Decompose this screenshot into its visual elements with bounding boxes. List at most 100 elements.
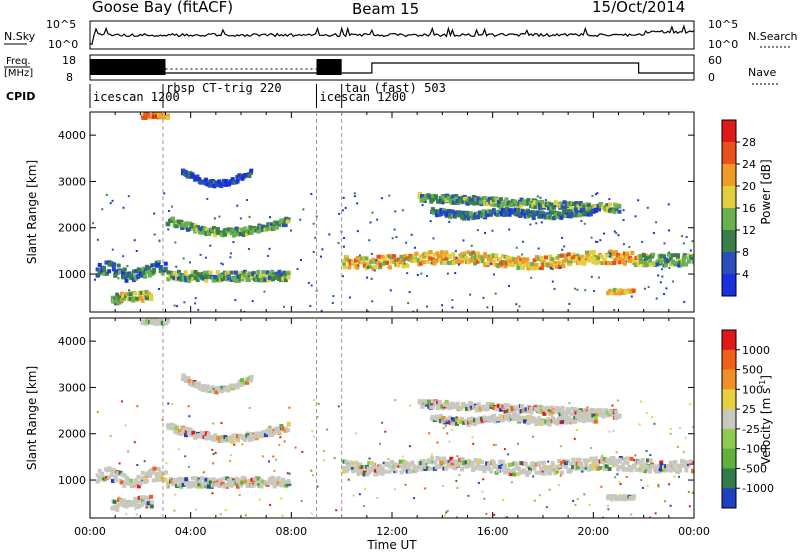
echo-cell (541, 471, 546, 476)
echo-cell (270, 277, 275, 282)
echo-cell (515, 212, 520, 217)
echo-cell (437, 257, 442, 262)
echo-cell (559, 420, 564, 425)
echo-cell (355, 265, 360, 270)
echo-cell (509, 210, 514, 215)
echo-cell (105, 468, 110, 473)
echo-cell (267, 477, 272, 482)
echo-cell (211, 492, 214, 495)
echo-cell (637, 199, 640, 202)
echo-cell (691, 259, 694, 264)
echo-cell (342, 258, 347, 263)
echo-cell (679, 459, 684, 464)
colorbar-swatch (722, 468, 736, 489)
echo-cell (344, 254, 349, 259)
echo-cell (638, 259, 643, 264)
echo-cell (586, 418, 591, 423)
echo-cell (365, 472, 370, 477)
echo-cell (137, 293, 142, 298)
echo-cell (503, 470, 508, 475)
echo-cell (472, 422, 477, 427)
echo-cell (500, 414, 505, 419)
echo-cell (574, 503, 577, 506)
echo-cell (574, 287, 577, 290)
echo-cell (420, 272, 423, 275)
echo-cell (167, 218, 172, 223)
echo-cell (211, 228, 216, 233)
echo-cell (456, 455, 459, 458)
echo-cell (195, 508, 198, 511)
echo-cell (605, 253, 610, 258)
echo-cell (559, 470, 564, 475)
echo-cell (654, 512, 657, 515)
echo-cell (570, 213, 575, 218)
echo-cell (478, 406, 483, 411)
echo-cell (419, 261, 424, 266)
echo-cell (421, 403, 426, 408)
echo-cell (489, 200, 494, 205)
echo-cell (191, 276, 196, 281)
echo-cell (450, 462, 455, 467)
echo-cell (539, 460, 544, 465)
echo-cell (363, 505, 366, 508)
echo-cell (166, 222, 171, 227)
echo-cell (153, 233, 156, 236)
echo-cell (454, 417, 459, 422)
echo-cell (360, 470, 365, 475)
echo-cell (101, 265, 106, 270)
echo-cell (121, 503, 126, 508)
echo-cell (508, 228, 511, 231)
echo-cell (477, 419, 482, 424)
echo-cell (214, 390, 219, 395)
echo-cell (500, 463, 503, 466)
echo-cell (185, 174, 190, 179)
echo-cell (201, 483, 206, 488)
panel-frame (89, 111, 695, 313)
echo-cell (179, 480, 184, 485)
echo-cell (357, 258, 362, 263)
echo-cell (414, 467, 419, 472)
echo-cell (102, 271, 107, 276)
echo-cell (204, 231, 209, 236)
xtick-label: 04:00 (175, 525, 207, 538)
echo-cell (439, 250, 444, 255)
echo-cell (655, 297, 658, 300)
echo-cell (350, 467, 355, 472)
echo-cell (426, 399, 431, 404)
ytick-label: 1000 (58, 268, 86, 281)
echo-cell (684, 436, 687, 439)
echo-cell (192, 434, 197, 439)
echo-cell (499, 407, 504, 412)
echo-cell (279, 423, 284, 428)
echo-cell (269, 224, 274, 229)
echo-cell (605, 206, 610, 211)
echo-cell (410, 468, 415, 473)
echo-cell (575, 256, 580, 261)
echo-cell (558, 409, 563, 414)
echo-cell (358, 493, 361, 496)
echo-cell (205, 385, 210, 390)
echo-cell (455, 210, 460, 215)
echo-cell (592, 205, 597, 210)
echo-cell (97, 271, 102, 276)
echo-cell (120, 480, 125, 485)
echo-cell (405, 241, 408, 244)
echo-cell (668, 266, 671, 269)
echo-cell (440, 460, 445, 465)
echo-cell (593, 261, 598, 266)
echo-cell (620, 257, 625, 262)
echo-cell (190, 222, 195, 227)
echo-cell (367, 470, 372, 475)
echo-cell (622, 261, 627, 266)
echo-cell (224, 276, 229, 281)
echo-cell (421, 259, 426, 264)
echo-cell (345, 460, 350, 465)
echo-cell (401, 209, 404, 212)
echo-cell (398, 259, 403, 264)
echo-cell (536, 419, 541, 424)
echo-cell (278, 444, 281, 447)
echo-cell (522, 240, 525, 243)
echo-cell (678, 475, 681, 478)
echo-cell (404, 483, 407, 486)
